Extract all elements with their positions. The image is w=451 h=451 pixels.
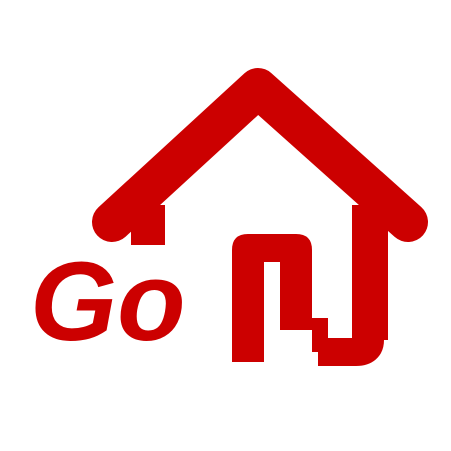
house-door: [232, 234, 312, 362]
wordmark: Go Go: [19, 228, 197, 375]
house-icon: [92, 68, 428, 366]
wordmark-halo: Go: [30, 239, 186, 364]
house-floor: [318, 337, 384, 366]
house-roof: [92, 68, 428, 242]
wordmark-text: Go: [30, 239, 186, 364]
